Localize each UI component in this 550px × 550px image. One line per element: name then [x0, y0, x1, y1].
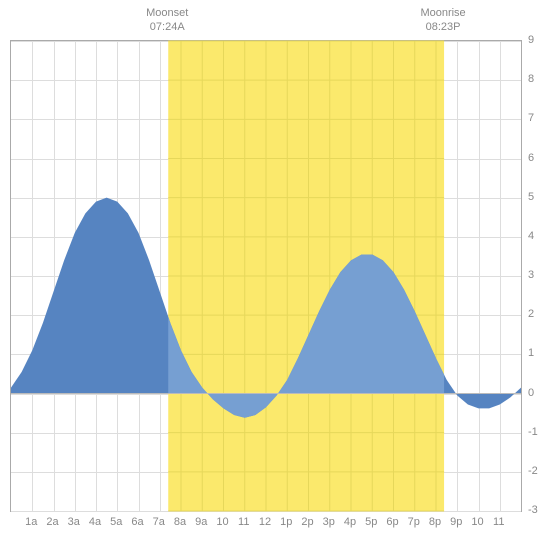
x-tick-label: 3p — [323, 516, 335, 528]
y-tick-label: 2 — [528, 308, 534, 320]
y-tick-label: -3 — [528, 504, 538, 516]
x-tick-label: 2p — [301, 516, 313, 528]
moon-annotation-title: Moonrise — [420, 6, 465, 20]
x-tick-label: 8p — [429, 516, 441, 528]
x-tick-label: 12 — [259, 516, 271, 528]
chart-svg — [11, 41, 521, 511]
moon-annotation-title: Moonset — [146, 6, 188, 20]
x-tick-label: 10 — [216, 516, 228, 528]
tide-chart: 1a2a3a4a5a6a7a8a9a1011121p2p3p4p5p6p7p8p… — [0, 0, 550, 550]
x-tick-label: 11 — [238, 516, 249, 528]
y-tick-label: 7 — [528, 112, 534, 124]
y-tick-label: 9 — [528, 34, 534, 46]
moon-annotation: Moonset07:24A — [146, 6, 188, 35]
x-tick-label: 6a — [131, 516, 143, 528]
x-tick-label: 1a — [25, 516, 37, 528]
x-tick-label: 7p — [408, 516, 420, 528]
y-tick-label: 8 — [528, 73, 534, 85]
x-tick-label: 2a — [46, 516, 58, 528]
y-tick-label: -2 — [528, 465, 538, 477]
y-tick-label: 0 — [528, 387, 534, 399]
x-tick-label: 3a — [68, 516, 80, 528]
x-tick-label: 4a — [89, 516, 101, 528]
x-tick-label: 1p — [280, 516, 292, 528]
x-tick-label: 11 — [493, 516, 504, 528]
y-tick-label: 5 — [528, 191, 534, 203]
y-tick-label: 4 — [528, 230, 534, 242]
moon-annotation-time: 08:23P — [420, 20, 465, 34]
moon-annotation: Moonrise08:23P — [420, 6, 465, 35]
y-tick-label: 3 — [528, 269, 534, 281]
y-tick-label: -1 — [528, 426, 538, 438]
y-tick-label: 1 — [528, 347, 534, 359]
x-tick-label: 7a — [153, 516, 165, 528]
x-tick-label: 8a — [174, 516, 186, 528]
y-tick-label: 6 — [528, 152, 534, 164]
x-tick-label: 4p — [344, 516, 356, 528]
x-tick-label: 5p — [365, 516, 377, 528]
x-tick-label: 10 — [471, 516, 483, 528]
plot-area — [10, 40, 522, 512]
x-tick-label: 6p — [386, 516, 398, 528]
x-tick-label: 9a — [195, 516, 207, 528]
moon-annotation-time: 07:24A — [146, 20, 188, 34]
x-tick-label: 5a — [110, 516, 122, 528]
x-tick-label: 9p — [450, 516, 462, 528]
